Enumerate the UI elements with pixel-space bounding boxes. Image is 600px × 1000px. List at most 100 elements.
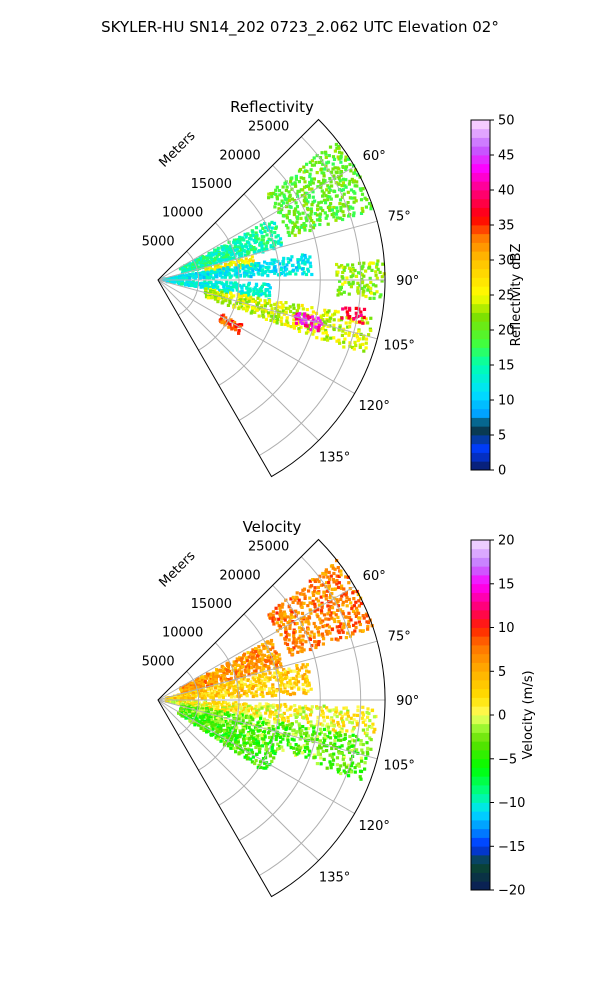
echo-cell [333, 149, 337, 153]
echo-cell [283, 618, 287, 622]
echo-cell [236, 260, 241, 264]
echo-cell [283, 702, 287, 707]
echo-cell [307, 193, 311, 197]
range-ring [218, 193, 281, 386]
echo-cell [325, 766, 329, 770]
echo-cell [347, 622, 351, 626]
echo-cell [297, 598, 301, 602]
echo-cell [364, 612, 368, 616]
echo-cell [199, 266, 203, 270]
echo-cell [235, 286, 239, 290]
echo-cell [239, 707, 243, 711]
colorbar-segment [471, 671, 490, 681]
echo-cell [306, 208, 310, 212]
echo-cell [210, 251, 214, 255]
echo-cell [308, 255, 312, 259]
echo-cell [352, 347, 356, 351]
echo-cell [297, 189, 301, 193]
echo-cell [252, 678, 256, 682]
echo-cell [347, 770, 351, 774]
echo-cell [254, 283, 259, 287]
echo-cell [326, 722, 330, 726]
echo-cell [300, 729, 304, 733]
echo-cell [309, 264, 313, 269]
echo-cell [303, 594, 307, 598]
echo-cell [332, 205, 336, 210]
echo-cell [267, 727, 271, 731]
echo-cell [354, 606, 359, 610]
echo-cell [296, 260, 300, 264]
echo-cell [266, 679, 270, 683]
echo-cell [322, 590, 326, 594]
echo-cell [292, 634, 296, 638]
azimuth-tick-label: 90° [396, 274, 419, 289]
echo-cell [334, 711, 338, 715]
echo-cell [226, 678, 230, 682]
echo-cell [283, 614, 287, 618]
echo-cell [250, 248, 254, 252]
echo-cell [277, 207, 281, 211]
echo-cell [301, 663, 305, 667]
echo-cell [220, 702, 224, 707]
echo-cell [353, 168, 358, 172]
echo-cell [267, 222, 272, 226]
echo-cell [241, 750, 245, 754]
echo-cell [233, 695, 237, 699]
echo-cell [256, 721, 260, 725]
echo-cell [321, 583, 325, 587]
echo-cell [196, 703, 200, 707]
echo-cell [271, 646, 275, 650]
echo-cell [278, 745, 282, 749]
echo-cell [332, 617, 336, 621]
echo-cell [354, 315, 359, 319]
echo-cell [183, 684, 187, 688]
echo-cell [347, 597, 351, 601]
colorbar-segment [471, 260, 490, 270]
echo-cell [262, 766, 266, 770]
echo-cell [247, 270, 251, 274]
echo-cell [326, 310, 330, 315]
echo-cell [220, 275, 224, 279]
echo-cell [334, 218, 338, 222]
echo-cell [314, 643, 318, 648]
echo-cell [299, 216, 303, 220]
echo-cell [222, 251, 226, 255]
echo-cell [344, 306, 348, 310]
echo-cell [340, 628, 344, 632]
echo-cell [251, 263, 255, 267]
echo-cell [198, 256, 202, 260]
echo-cell [261, 292, 265, 296]
echo-cell [285, 185, 289, 189]
echo-cell [292, 631, 296, 635]
echo-cell [344, 599, 349, 603]
echo-cell [347, 214, 351, 218]
colorbar-segment [471, 627, 490, 637]
echo-cell [254, 226, 259, 230]
echo-cell [293, 622, 297, 626]
echo-cell [322, 181, 326, 185]
echo-cell [314, 160, 318, 165]
echo-cell [366, 752, 370, 756]
echo-cell [304, 331, 309, 335]
echo-cell [336, 175, 341, 179]
echo-cell [255, 664, 259, 668]
echo-cell [346, 575, 350, 579]
echo-cell [297, 180, 301, 184]
echo-cell [232, 717, 236, 722]
echo-cell [240, 305, 244, 309]
echo-cell [321, 162, 325, 166]
echo-cell [309, 611, 313, 615]
echo-cell [202, 255, 206, 259]
echo-cell [273, 258, 277, 262]
echo-cell [267, 192, 271, 196]
echo-cell [358, 629, 362, 633]
echo-cell [227, 264, 231, 268]
echo-cell [375, 290, 379, 294]
echo-cell [341, 600, 345, 604]
echo-cell [335, 206, 339, 210]
echo-cell [339, 170, 343, 174]
echo-cell [247, 250, 251, 254]
echo-cell [235, 248, 239, 252]
echo-cell [314, 319, 318, 323]
